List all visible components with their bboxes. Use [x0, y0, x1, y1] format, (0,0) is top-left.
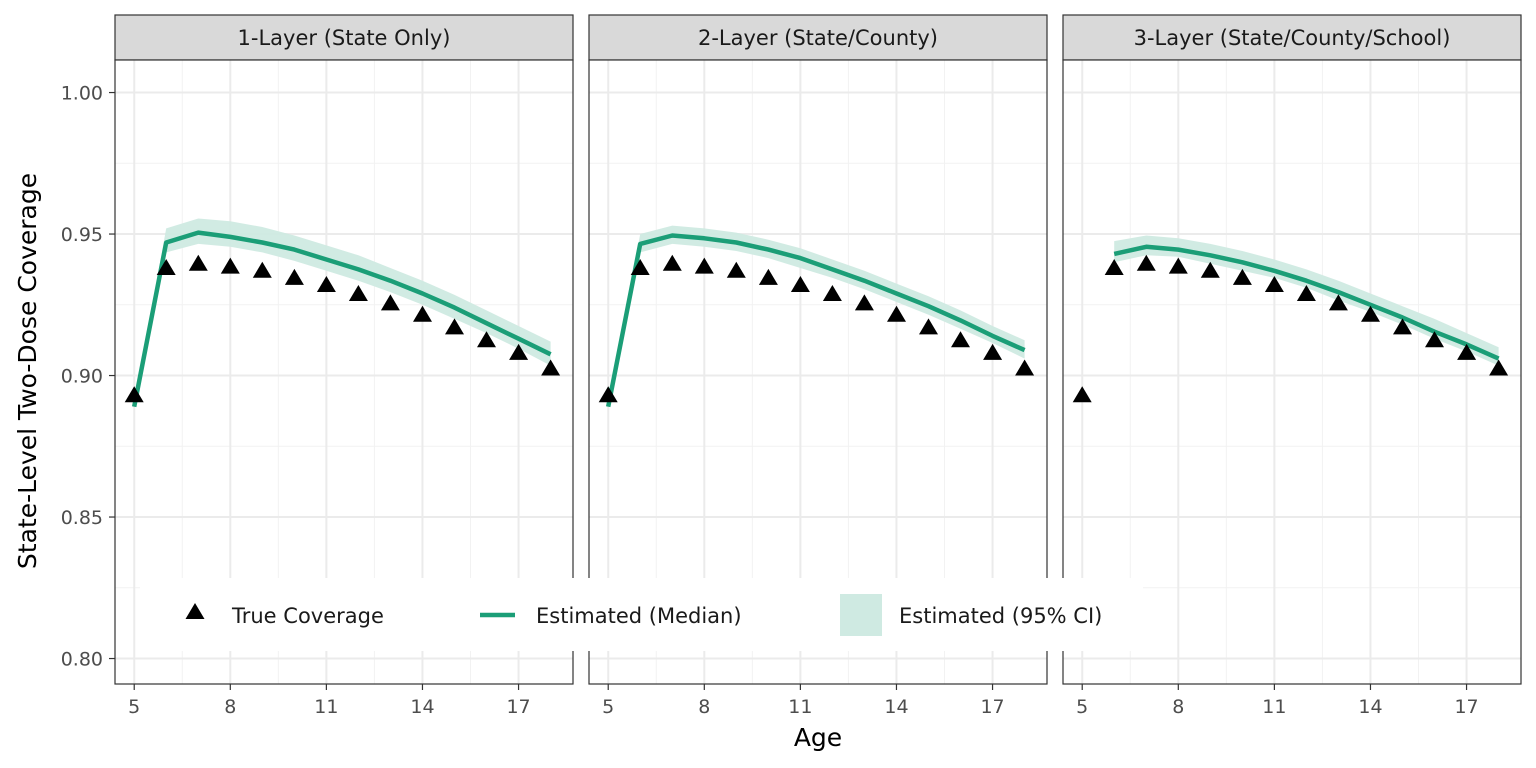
- panel-border: [588, 59, 1048, 685]
- true-coverage-point: [477, 331, 496, 348]
- true-coverage-point: [1393, 318, 1412, 335]
- true-coverage-point: [1232, 268, 1252, 285]
- x-tick-label: 17: [506, 696, 530, 718]
- true-coverage-point: [1457, 343, 1477, 360]
- x-tick-label: 8: [698, 696, 710, 718]
- x-tick-label: 11: [314, 696, 338, 718]
- true-coverage-point: [284, 268, 304, 285]
- y-axis: 0.80 0.85 0.90 0.95 1.00: [61, 83, 115, 671]
- legend-label-ci: Estimated (95% CI): [899, 604, 1102, 628]
- x-tick-label: 11: [788, 696, 812, 718]
- true-coverage-point: [413, 305, 432, 322]
- x-tick-label: 14: [410, 696, 434, 718]
- true-coverage-point: [124, 386, 144, 403]
- panel-strip: [588, 14, 1048, 61]
- true-coverage-point: [630, 259, 650, 275]
- y-tick-label: 0.90: [61, 366, 103, 388]
- true-coverage-point: [348, 285, 368, 301]
- y-tick-label: 0.80: [61, 649, 103, 671]
- legend-label-true: True Coverage: [231, 604, 384, 628]
- true-coverage-point: [1328, 294, 1348, 311]
- true-coverage-point: [220, 257, 240, 274]
- panel-title: 1-Layer (State Only): [238, 26, 451, 50]
- panel-border: [114, 59, 574, 685]
- legend-label-median: Estimated (Median): [536, 604, 742, 628]
- true-coverage-point: [662, 254, 682, 271]
- true-coverage-point: [726, 261, 746, 278]
- true-coverage-point: [694, 257, 714, 274]
- x-tick-label: 11: [1262, 696, 1286, 718]
- true-coverage-point: [541, 359, 561, 376]
- true-coverage-point: [188, 254, 208, 271]
- true-coverage-point: [951, 331, 970, 348]
- y-tick-label: 0.95: [61, 224, 103, 246]
- true-coverage-point: [1296, 285, 1316, 301]
- panel-title: 2-Layer (State/County): [698, 26, 938, 50]
- true-coverage-point: [509, 343, 529, 360]
- true-coverage-point: [252, 261, 272, 278]
- panel-title: 3-Layer (State/County/School): [1134, 26, 1451, 50]
- true-coverage-point: [445, 318, 464, 335]
- y-tick-label: 0.85: [61, 507, 103, 529]
- true-coverage-point: [822, 285, 842, 301]
- x-tick-label: 5: [128, 696, 140, 718]
- panel-strip: [114, 14, 574, 61]
- true-coverage-point: [380, 294, 400, 311]
- true-coverage-point: [598, 386, 618, 403]
- x-tick-label: 17: [1454, 696, 1478, 718]
- legend-key-ribbon: [840, 594, 882, 636]
- true-coverage-point: [887, 305, 906, 322]
- true-coverage-point: [316, 276, 336, 292]
- x-tick-label: 14: [1358, 696, 1382, 718]
- panel-strip: [1062, 14, 1522, 61]
- x-tick-label: 5: [602, 696, 614, 718]
- panel-3: 3-Layer (State/County/School) 5 8 11 14 17: [1062, 14, 1522, 718]
- true-coverage-point: [1168, 257, 1188, 274]
- true-coverage-point: [854, 294, 874, 311]
- true-coverage-point: [919, 318, 938, 335]
- y-tick-label: 1.00: [61, 83, 103, 105]
- true-coverage-point: [1136, 254, 1156, 271]
- true-coverage-point: [1015, 359, 1035, 376]
- true-coverage-point: [1361, 305, 1380, 322]
- x-tick-label: 5: [1076, 696, 1088, 718]
- true-coverage-point: [1200, 261, 1220, 278]
- true-coverage-point: [1104, 259, 1124, 275]
- true-coverage-point: [1072, 386, 1092, 403]
- true-coverage-point: [758, 268, 778, 285]
- true-coverage-point: [790, 276, 810, 292]
- true-coverage-point: [1425, 331, 1444, 348]
- median-line: [131, 230, 552, 408]
- x-tick-label: 14: [884, 696, 908, 718]
- legend: True Coverage Estimated (Median) Estimated…: [140, 578, 1143, 651]
- median-line: [605, 233, 1026, 408]
- true-coverage-point: [156, 259, 176, 275]
- true-coverage-point: [983, 343, 1003, 360]
- x-tick-label: 8: [224, 696, 236, 718]
- legend-key-triangle: [185, 603, 205, 619]
- x-axis-title: Age: [794, 723, 842, 752]
- y-axis-title: State-Level Two-Dose Coverage: [13, 173, 42, 569]
- x-tick-label: 8: [1172, 696, 1184, 718]
- x-tick-label: 17: [980, 696, 1004, 718]
- true-coverage-point: [1489, 359, 1509, 376]
- legend-box: [140, 578, 1143, 651]
- panel-border: [1062, 59, 1522, 685]
- true-coverage-point: [1264, 276, 1284, 292]
